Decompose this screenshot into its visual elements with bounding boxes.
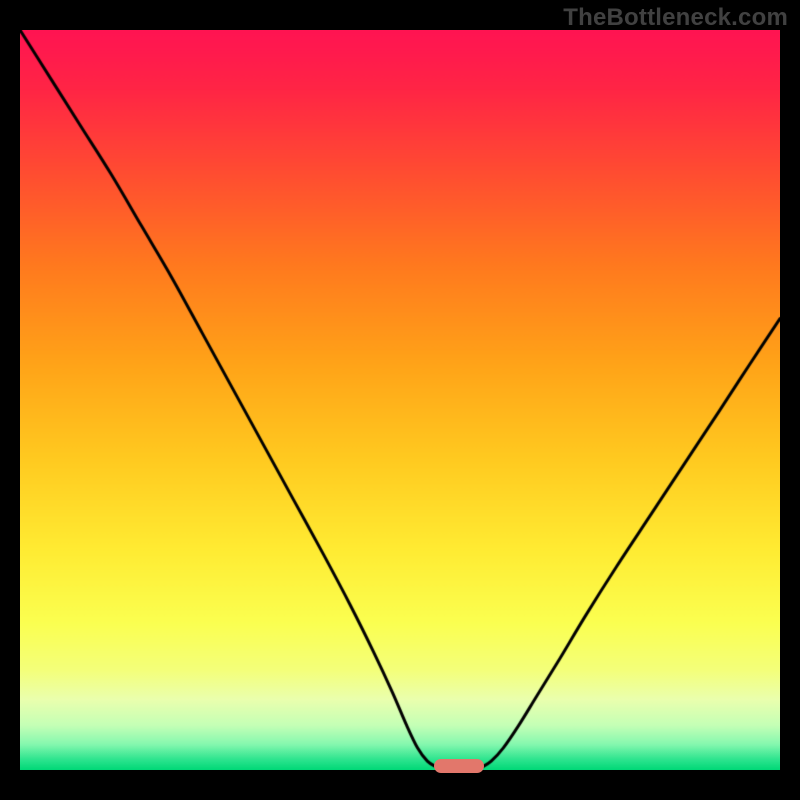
optimum-marker xyxy=(434,759,484,772)
bottleneck-curve xyxy=(20,30,780,770)
plot-area xyxy=(20,30,780,770)
watermark-label: TheBottleneck.com xyxy=(563,4,788,32)
chart-stage: TheBottleneck.com xyxy=(0,0,800,800)
